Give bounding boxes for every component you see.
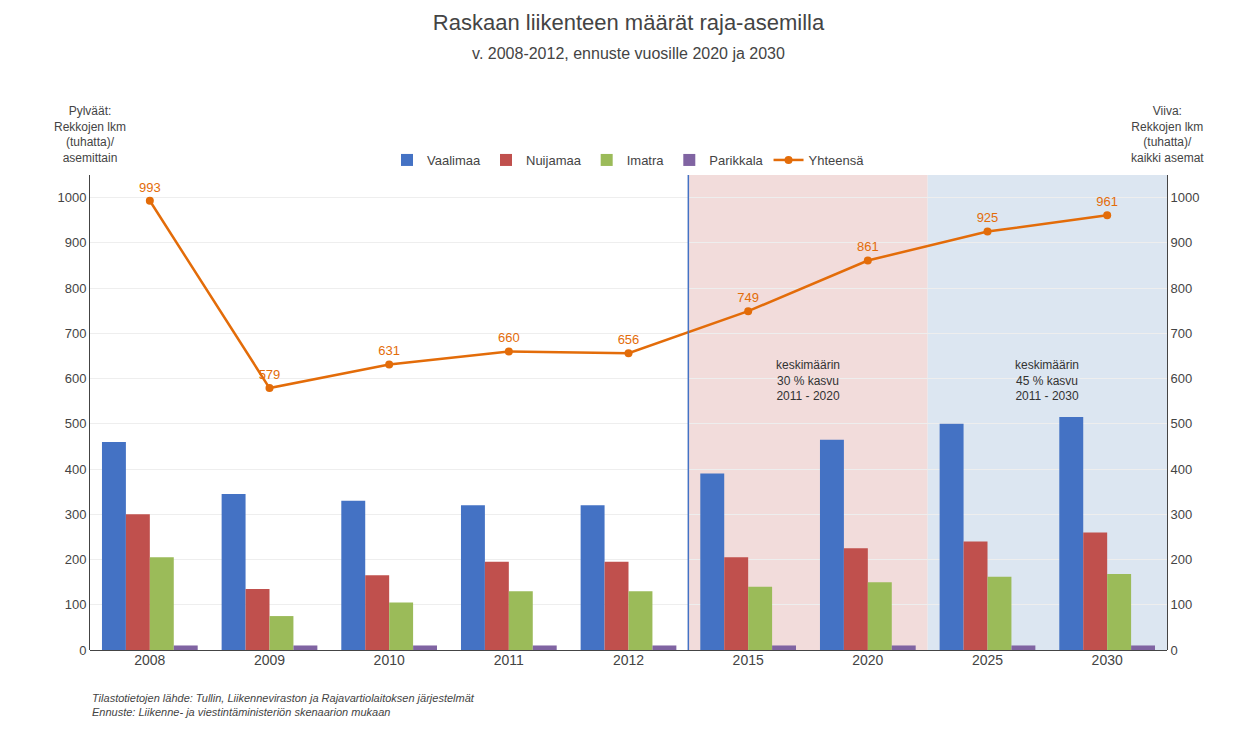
svg-text:2010: 2010 [374, 652, 405, 668]
svg-text:400: 400 [65, 462, 87, 477]
svg-text:2009: 2009 [254, 652, 285, 668]
svg-text:800: 800 [65, 281, 87, 296]
svg-text:749: 749 [737, 290, 759, 305]
svg-text:keskimäärin45 % kasvu2011 - 20: keskimäärin45 % kasvu2011 - 2030 [1015, 358, 1079, 403]
svg-text:660: 660 [498, 330, 520, 345]
svg-text:2008: 2008 [134, 652, 165, 668]
svg-text:700: 700 [1171, 326, 1193, 341]
svg-text:2025: 2025 [972, 652, 1003, 668]
svg-text:2012: 2012 [613, 652, 644, 668]
svg-text:500: 500 [65, 416, 87, 431]
svg-text:900: 900 [65, 235, 87, 250]
svg-text:900: 900 [1171, 235, 1193, 250]
svg-text:100: 100 [1171, 597, 1193, 612]
svg-text:1000: 1000 [57, 190, 86, 205]
svg-text:579: 579 [259, 367, 281, 382]
svg-text:2011: 2011 [494, 652, 524, 668]
svg-text:Vaalimaa: Vaalimaa [427, 153, 481, 168]
svg-text:Yhteensä: Yhteensä [809, 153, 865, 168]
svg-text:800: 800 [1171, 281, 1193, 296]
svg-text:993: 993 [139, 180, 161, 195]
svg-text:861: 861 [857, 239, 879, 254]
svg-text:600: 600 [1171, 371, 1193, 386]
svg-text:500: 500 [1171, 416, 1193, 431]
svg-text:961: 961 [1096, 194, 1118, 209]
svg-text:400: 400 [1171, 462, 1193, 477]
svg-text:Imatra: Imatra [627, 153, 665, 168]
svg-text:Raskaan liikenteen määrät raja: Raskaan liikenteen määrät raja-asemillav… [433, 10, 825, 62]
svg-text:600: 600 [65, 371, 87, 386]
svg-text:2030: 2030 [1092, 652, 1123, 668]
svg-text:200: 200 [1171, 552, 1193, 567]
svg-text:100: 100 [65, 597, 87, 612]
svg-text:1000: 1000 [1171, 190, 1200, 205]
svg-text:300: 300 [1171, 507, 1193, 522]
svg-text:Tilastotietojen lähde: Tullin,: Tilastotietojen lähde: Tullin, Liikennev… [92, 692, 475, 718]
svg-text:656: 656 [618, 332, 640, 347]
svg-text:0: 0 [79, 643, 86, 658]
svg-text:925: 925 [977, 210, 999, 225]
svg-text:700: 700 [65, 326, 87, 341]
svg-text:2020: 2020 [852, 652, 883, 668]
svg-text:631: 631 [378, 343, 400, 358]
svg-text:0: 0 [1171, 643, 1178, 658]
svg-text:Parikkala: Parikkala [709, 153, 763, 168]
svg-text:200: 200 [65, 552, 87, 567]
svg-text:300: 300 [65, 507, 87, 522]
svg-text:2015: 2015 [733, 652, 764, 668]
svg-text:Nuijamaa: Nuijamaa [526, 153, 582, 168]
svg-text:Pylväät:Rekkojen lkm(tuhatta)/: Pylväät:Rekkojen lkm(tuhatta)/asemittain [54, 104, 126, 165]
svg-text:Viiva:Rekkojen lkm(tuhatta)/ka: Viiva:Rekkojen lkm(tuhatta)/kaikki asema… [1131, 104, 1204, 165]
svg-text:keskimäärin30 % kasvu2011 - 20: keskimäärin30 % kasvu2011 - 2020 [776, 358, 840, 403]
